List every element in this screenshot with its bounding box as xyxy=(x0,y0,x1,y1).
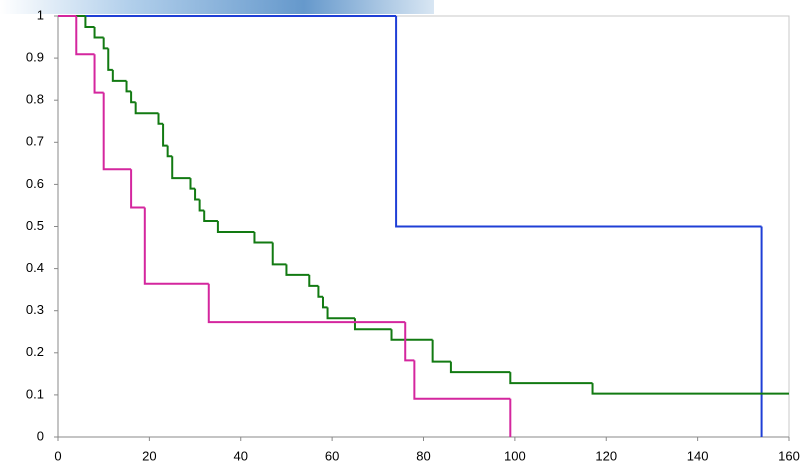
step-segment xyxy=(204,211,218,222)
x-tick-label: 100 xyxy=(504,448,526,463)
x-tick-label: 60 xyxy=(325,448,339,463)
header-image xyxy=(0,0,434,14)
step-segment xyxy=(85,16,94,27)
step-segment xyxy=(392,329,433,340)
step-segment xyxy=(286,264,309,275)
x-tick-label: 0 xyxy=(54,448,61,463)
step-segment xyxy=(328,307,355,318)
y-tick-label: 0.5 xyxy=(26,218,44,233)
step-segment xyxy=(145,208,209,284)
step-segment xyxy=(355,318,392,329)
x-tick-label: 20 xyxy=(142,448,156,463)
step-segment xyxy=(104,93,131,170)
step-segment xyxy=(451,362,510,373)
step-segment xyxy=(136,102,159,113)
step-segment xyxy=(200,200,205,211)
y-tick-label: 0.9 xyxy=(26,50,44,65)
step-segment xyxy=(163,124,168,146)
x-tick-label: 120 xyxy=(595,448,617,463)
step-segment xyxy=(510,372,592,383)
x-tick-label: 140 xyxy=(687,448,709,463)
step-segment xyxy=(113,70,127,81)
step-segment xyxy=(131,169,145,207)
step-segment xyxy=(273,242,287,264)
step-segment xyxy=(396,16,762,227)
y-tick-label: 0.7 xyxy=(26,134,44,149)
y-tick-label: 0.6 xyxy=(26,176,44,191)
step-segment xyxy=(254,232,272,243)
x-tick-label: 80 xyxy=(416,448,430,463)
step-segment xyxy=(195,189,200,200)
y-tick-label: 0.3 xyxy=(26,302,44,317)
step-segment xyxy=(168,146,173,157)
step-segment xyxy=(127,81,132,92)
step-segment xyxy=(318,286,323,297)
step-segment xyxy=(190,178,195,189)
step-segment xyxy=(209,284,405,322)
step-segment xyxy=(172,156,190,178)
step-segment xyxy=(104,37,109,48)
y-tick-label: 0.8 xyxy=(26,92,44,107)
step-segment xyxy=(414,360,510,398)
step-segment xyxy=(405,322,414,360)
step-segment xyxy=(95,54,104,92)
y-tick-label: 1 xyxy=(37,7,44,22)
x-tick-label: 160 xyxy=(778,448,800,463)
y-tick-label: 0 xyxy=(37,428,44,443)
page: 0 0.1 0.2 0.3 0.4 0.5 0.6 0.7 0.8 0.9 1 0 20 40 60 80 10… xyxy=(0,0,807,476)
y-tick-label: 0.4 xyxy=(26,260,44,275)
step-segment xyxy=(159,113,164,124)
x-tick-label: 40 xyxy=(234,448,248,463)
step-segment xyxy=(433,340,451,362)
y-tick-label: 0.1 xyxy=(26,386,44,401)
step-segment xyxy=(593,383,789,394)
y-tick-label: 0.2 xyxy=(26,344,44,359)
step-segment xyxy=(108,48,113,69)
step-segment xyxy=(131,91,136,102)
step-segment xyxy=(218,221,255,232)
chart: 0 0.1 0.2 0.3 0.4 0.5 0.6 0.7 0.8 0.9 1 0 20 40 60 80 10… xyxy=(0,0,807,476)
step-segment xyxy=(95,27,104,38)
step-segment xyxy=(309,275,318,286)
step-segment xyxy=(323,297,328,308)
